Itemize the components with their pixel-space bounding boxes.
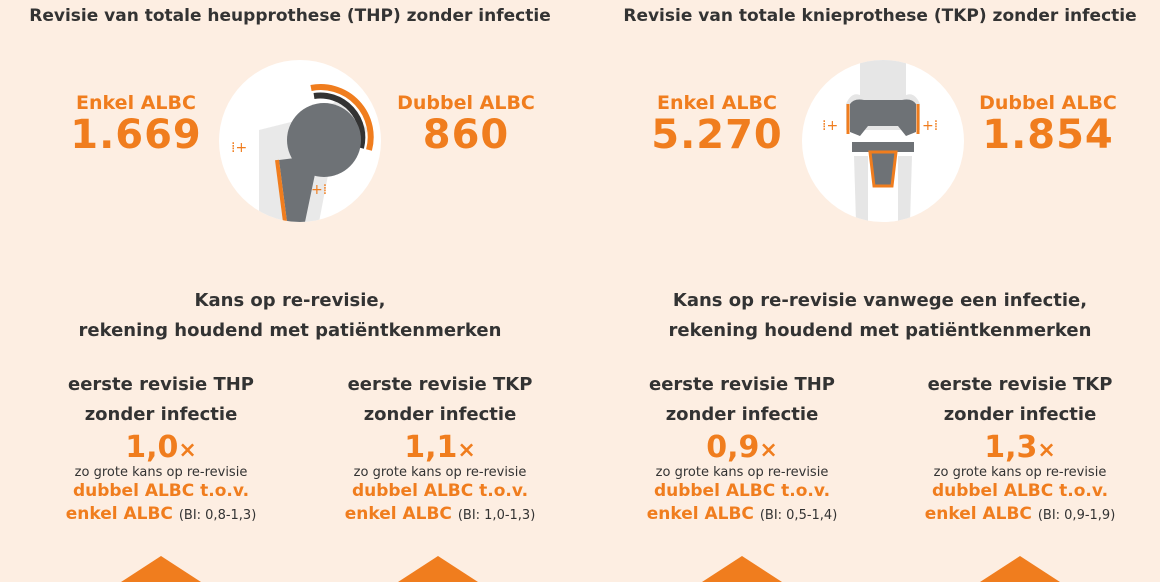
arrow-up-icon [702,556,782,582]
svg-text:⁞+: ⁞+ [822,118,838,134]
right-section-heading: Kans op re-revisie vanwege een infectie,… [590,286,1160,346]
comparison-line2: enkel ALBC (BI: 0,8-1,3) [65,504,257,524]
svg-text:⁞+: ⁞+ [231,140,247,156]
right-heading-line2: rekening houdend met patiëntkenmerken [668,320,1092,341]
column-head-line2: zonder infectie [665,404,819,425]
ratio-description: zo grote kans op re-revisie [353,465,527,480]
comparison-line2: enkel ALBC (BI: 0,5-1,4) [646,504,838,524]
left-heading-line2: rekening houdend met patiëntkenmerken [78,320,502,341]
arrow-up-icon [980,556,1060,582]
hip-title: Revisie van totale heupprothese (THP) zo… [29,6,551,26]
hip-dubbel-value: 860 [422,112,510,158]
ratio-description: zo grote kans op re-revisie [74,465,248,480]
knee-title: Revisie van totale knieprothese (TKP) zo… [623,6,1137,26]
arrow-up-icon [121,556,201,582]
ratio-value: 1,1× [404,430,476,465]
confidence-interval: (BI: 0,5-1,4) [759,508,838,523]
confidence-interval: (BI: 1,0-1,3) [457,508,536,523]
hip-prosthesis-icon: ⁞+ +⁞ [219,60,381,222]
ratio-description: zo grote kans op re-revisie [655,465,829,480]
column-head-line1: eerste revisie THP [68,374,254,395]
comparison-line2: enkel ALBC (BI: 1,0-1,3) [344,504,536,524]
result-column: eerste revisie TKP zonder infectie 1,3× … [890,370,1150,527]
knee-enkel-label: Enkel ALBC [657,92,777,114]
comparison-line1: dubbel ALBC t.o.v. [653,481,831,501]
comparison-line1: dubbel ALBC t.o.v. [931,481,1109,501]
left-heading-line1: Kans op re-revisie, [194,290,386,311]
hip-enkel-value: 1.669 [70,112,202,158]
dots-plus-icon: ⁞+ +⁞ [822,118,938,134]
arrow-up-icon [398,556,478,582]
column-head-line1: eerste revisie TKP [347,374,533,395]
result-column: eerste revisie THP zonder infectie 1,0× … [31,370,291,527]
column-head-line1: eerste revisie TKP [927,374,1113,395]
knee-dubbel-value: 1.854 [982,112,1114,158]
column-head-line2: zonder infectie [363,404,517,425]
column-head-line2: zonder infectie [943,404,1097,425]
confidence-interval: (BI: 0,9-1,9) [1037,508,1116,523]
comparison-line1: dubbel ALBC t.o.v. [72,481,250,501]
svg-text:+⁞: +⁞ [922,118,938,134]
hip-dubbel-label: Dubbel ALBC [397,92,535,114]
confidence-interval: (BI: 0,8-1,3) [178,508,257,523]
ratio-value: 0,9× [706,430,778,465]
right-heading-line1: Kans op re-revisie vanwege een infectie, [672,290,1088,311]
knee-dubbel-label: Dubbel ALBC [979,92,1117,114]
ratio-description: zo grote kans op re-revisie [933,465,1107,480]
svg-text:+⁞: +⁞ [311,182,327,198]
dots-plus-icon: ⁞+ +⁞ [231,140,327,198]
comparison-line1: dubbel ALBC t.o.v. [351,481,529,501]
left-section-heading: Kans op re-revisie, rekening houdend met… [0,286,580,346]
knee-prosthesis-icon: ⁞+ +⁞ [802,60,964,222]
result-column: eerste revisie TKP zonder infectie 1,1× … [310,370,570,527]
comparison-line2: enkel ALBC (BI: 0,9-1,9) [924,504,1116,524]
column-head-line1: eerste revisie THP [649,374,835,395]
ratio-value: 1,0× [125,430,197,465]
column-head-line2: zonder infectie [84,404,238,425]
knee-enkel-value: 5.270 [651,112,783,158]
result-column: eerste revisie THP zonder infectie 0,9× … [612,370,872,527]
ratio-value: 1,3× [984,430,1056,465]
hip-enkel-label: Enkel ALBC [76,92,196,114]
